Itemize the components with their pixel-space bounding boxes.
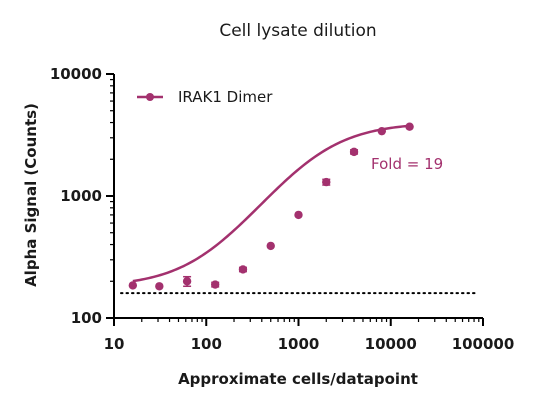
data-point [182, 277, 192, 286]
x-axis-label: Approximate cells/datapoint [178, 370, 418, 388]
y-tick-label: 100 [71, 309, 102, 327]
data-point [349, 147, 359, 157]
data-point [238, 265, 248, 274]
data-point [405, 122, 414, 131]
data-point [294, 210, 303, 220]
y-tick-label: 1000 [60, 187, 102, 205]
y-tick-label: 10000 [50, 65, 102, 83]
x-tick-label: 100 [191, 335, 222, 353]
fit-curve [132, 124, 410, 283]
legend-label: IRAK1 Dimer [178, 88, 273, 106]
data-point [155, 282, 164, 291]
x-tick-label: 10000 [365, 335, 417, 353]
fit-curve-group [132, 124, 410, 283]
data-points [128, 122, 414, 291]
legend: IRAK1 Dimer [137, 88, 273, 106]
data-point [377, 126, 387, 136]
data-point [266, 241, 275, 251]
data-point [322, 177, 331, 187]
x-tick-label: 10 [104, 335, 125, 353]
fold-annotation: Fold = 19 [371, 155, 443, 173]
data-point [128, 281, 138, 290]
x-tick-label: 1000 [278, 335, 320, 353]
x-tick-label: 100000 [452, 335, 515, 353]
legend-marker [146, 93, 154, 101]
data-point [210, 280, 220, 289]
y-axis-label: Alpha Signal (Counts) [22, 103, 40, 287]
chart-title: Cell lysate dilution [219, 21, 376, 41]
